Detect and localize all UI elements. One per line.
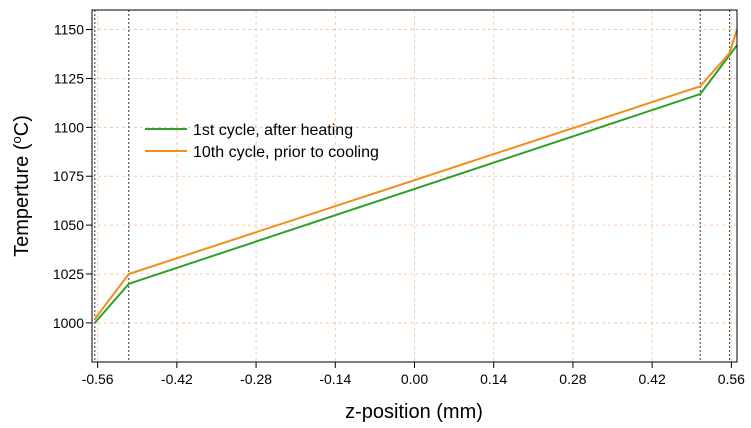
y-tick-label: 1150 <box>54 22 84 38</box>
series-lines <box>94 29 738 324</box>
series-line-1 <box>94 44 738 324</box>
y-tick-label: 1075 <box>53 168 84 184</box>
x-axis-label: z-position (mm) <box>345 401 483 423</box>
y-axis: 1000 1025 1050 1075 1100 1125 1150 <box>53 22 92 331</box>
vertical-markers <box>94 10 731 362</box>
x-tick-label: 0.56 <box>718 371 745 387</box>
y-axis-label-main: Temperture ( <box>11 143 33 257</box>
legend: 1st cycle, after heating 10th cycle, pri… <box>145 122 379 161</box>
y-axis-label-tail: C) <box>11 115 33 136</box>
y-tick-label: 1000 <box>53 315 84 331</box>
x-tick-label: -0.28 <box>240 371 272 387</box>
series-line-2 <box>94 29 738 320</box>
grid <box>92 10 737 362</box>
y-axis-label-sup: o <box>9 136 24 143</box>
y-axis-label: Temperture (oC) <box>9 115 33 257</box>
y-tick-label: 1025 <box>53 266 84 282</box>
x-tick-label: -0.42 <box>161 371 193 387</box>
y-tick-label: 1050 <box>53 217 84 233</box>
y-tick-label: 1125 <box>54 70 84 86</box>
y-tick-label: 1100 <box>54 119 84 135</box>
legend-label-series-1: 1st cycle, after heating <box>193 122 353 139</box>
x-axis: -0.56 -0.42 -0.28 -0.14 0.00 0.14 0.28 0.42 0.56 <box>82 362 745 387</box>
x-tick-label: 0.42 <box>639 371 666 387</box>
legend-label-series-2: 10th cycle, prior to cooling <box>193 144 379 161</box>
x-tick-label: 0.28 <box>559 371 586 387</box>
x-tick-label: -0.14 <box>319 371 351 387</box>
x-tick-label: -0.56 <box>82 371 114 387</box>
x-tick-label: 0.14 <box>480 371 507 387</box>
x-tick-label: 0.00 <box>401 371 428 387</box>
